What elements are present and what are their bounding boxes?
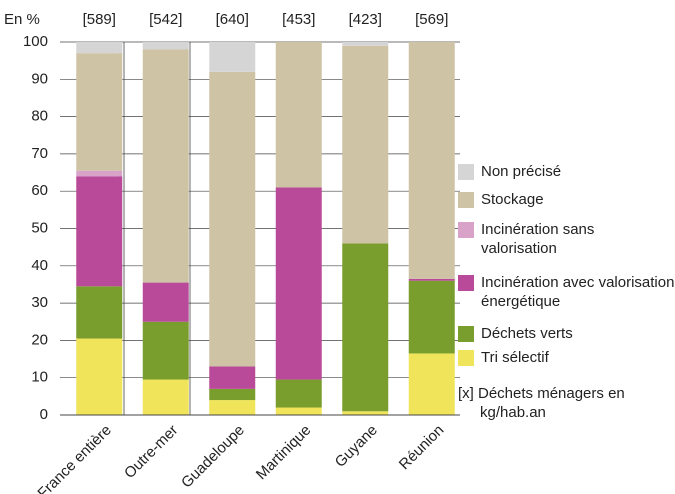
legend-note: [x] Déchets ménagers en kg/hab.an [458, 385, 625, 421]
legend-swatch [458, 275, 474, 291]
bar-segment [408, 42, 455, 279]
legend-swatch [458, 326, 474, 342]
y-tick-label: 40 [31, 257, 48, 274]
total-label: [453] [282, 11, 315, 28]
y-tick-label: 100 [23, 33, 48, 50]
bar-segment [275, 42, 322, 188]
bar-segment [209, 42, 256, 72]
y-tick-label: 80 [31, 108, 48, 125]
legend-swatch [458, 192, 474, 208]
legend-label: Tri sélectif [481, 349, 549, 366]
bar-segment [275, 187, 322, 380]
bar-segment [342, 45, 389, 244]
bar-segment [76, 42, 123, 54]
bar-segment [142, 282, 189, 322]
bar-segment [76, 176, 123, 287]
legend-label: Incinération avec valorisation énergétiq… [481, 274, 675, 310]
bar-segment [275, 379, 322, 408]
bar-segment [408, 278, 455, 281]
bar-segment [209, 400, 256, 415]
bar-segment [408, 353, 455, 415]
bar-segment [342, 42, 389, 46]
bar-segment [142, 42, 189, 50]
legend-label: Incinération sans valorisation [481, 221, 595, 257]
y-tick-label: 20 [31, 331, 48, 348]
x-tick-label: Guadeloupe [178, 422, 248, 492]
bar-segment [209, 366, 256, 389]
bar-segment [142, 49, 189, 283]
legend-swatch [458, 350, 474, 366]
legend-swatch [458, 222, 474, 238]
y-tick-label: 0 [40, 406, 48, 423]
bar-segment [76, 170, 123, 177]
bar-segment [275, 407, 322, 415]
legend-swatch [458, 164, 474, 180]
total-label: [542] [149, 11, 182, 28]
y-axis-label: En % [4, 11, 40, 28]
bar-segment [342, 411, 389, 415]
total-label: [589] [83, 11, 116, 28]
y-tick-label: 90 [31, 70, 48, 87]
bar-segment [76, 338, 123, 415]
x-tick-label: Guyane [332, 422, 381, 471]
total-label: [423] [349, 11, 382, 28]
y-tick-label: 60 [31, 182, 48, 199]
y-tick-label: 30 [31, 294, 48, 311]
legend-label: Déchets verts [481, 325, 573, 342]
x-tick-label: Martinique [253, 422, 315, 484]
y-tick-label: 50 [31, 219, 48, 236]
legend-label: Stockage [481, 191, 544, 208]
bar-segment [408, 280, 455, 354]
x-tick-label: Réunion [396, 422, 448, 474]
y-tick-label: 70 [31, 145, 48, 162]
x-tick-label: France entière [34, 422, 114, 494]
bar-segment [342, 243, 389, 412]
x-tick-label: Outre-mer [121, 422, 181, 482]
legend-label: Non précisé [481, 163, 562, 180]
total-label: [640] [216, 11, 249, 28]
y-tick-label: 10 [31, 369, 48, 386]
bar-segment [76, 286, 123, 339]
bar-segment [209, 388, 256, 401]
bar-segment [76, 53, 123, 171]
bar-segment [142, 321, 189, 380]
total-label: [569] [415, 11, 448, 28]
bar-segment [209, 71, 256, 367]
bar-segment [142, 379, 189, 415]
